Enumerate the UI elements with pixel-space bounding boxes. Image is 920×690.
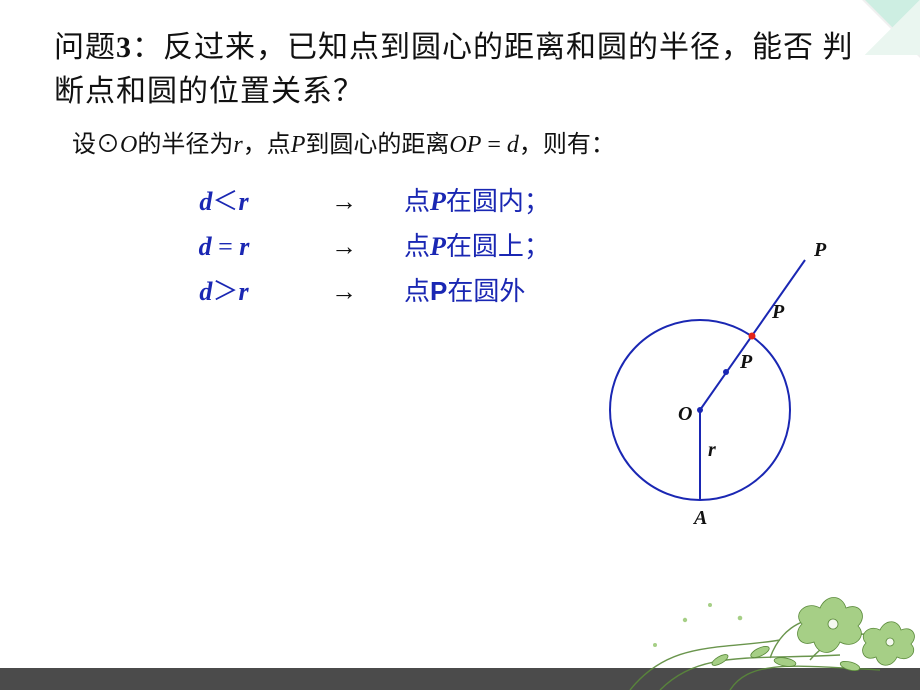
arrow-icon: → bbox=[324, 186, 364, 217]
svg-text:P: P bbox=[739, 351, 753, 373]
title-number: 3 bbox=[116, 31, 132, 64]
svg-text:r: r bbox=[708, 439, 716, 461]
rule-condition: d＞r bbox=[164, 271, 284, 308]
bottom-strip bbox=[0, 668, 920, 690]
rule-result: 点P在圆上； bbox=[404, 226, 550, 263]
rule-result: 点P在圆内； bbox=[404, 181, 550, 218]
rule-condition: d＜r bbox=[164, 181, 284, 218]
rule-row: d＜r → 点P在圆内； bbox=[164, 181, 866, 218]
svg-text:A: A bbox=[692, 507, 707, 529]
svg-text:P: P bbox=[771, 301, 785, 323]
page-fold-underside bbox=[865, 0, 920, 55]
rule-condition: d = r bbox=[164, 232, 284, 262]
title-prefix: 问题 bbox=[54, 31, 116, 64]
title-rest: ：反过来，已知点到圆心的距离和圆的半径，能否 判断点和圆的位置关系？ bbox=[54, 31, 854, 108]
rule-result: 点P在圆外 bbox=[404, 271, 525, 308]
arrow-icon: → bbox=[324, 276, 364, 307]
circle-diagram: Or A P P P bbox=[570, 220, 870, 540]
svg-text:O: O bbox=[678, 403, 692, 425]
setup-line: 设⊙O的半径为r，点P到圆心的距离OP = d，则有： bbox=[54, 127, 866, 163]
question-title: 问题3：反过来，已知点到圆心的距离和圆的半径，能否 判断点和圆的位置关系？ bbox=[54, 26, 866, 113]
svg-text:P: P bbox=[813, 239, 827, 261]
slide-content: 问题3：反过来，已知点到圆心的距离和圆的半径，能否 判断点和圆的位置关系？ 设⊙… bbox=[0, 0, 920, 690]
arrow-icon: → bbox=[324, 231, 364, 262]
